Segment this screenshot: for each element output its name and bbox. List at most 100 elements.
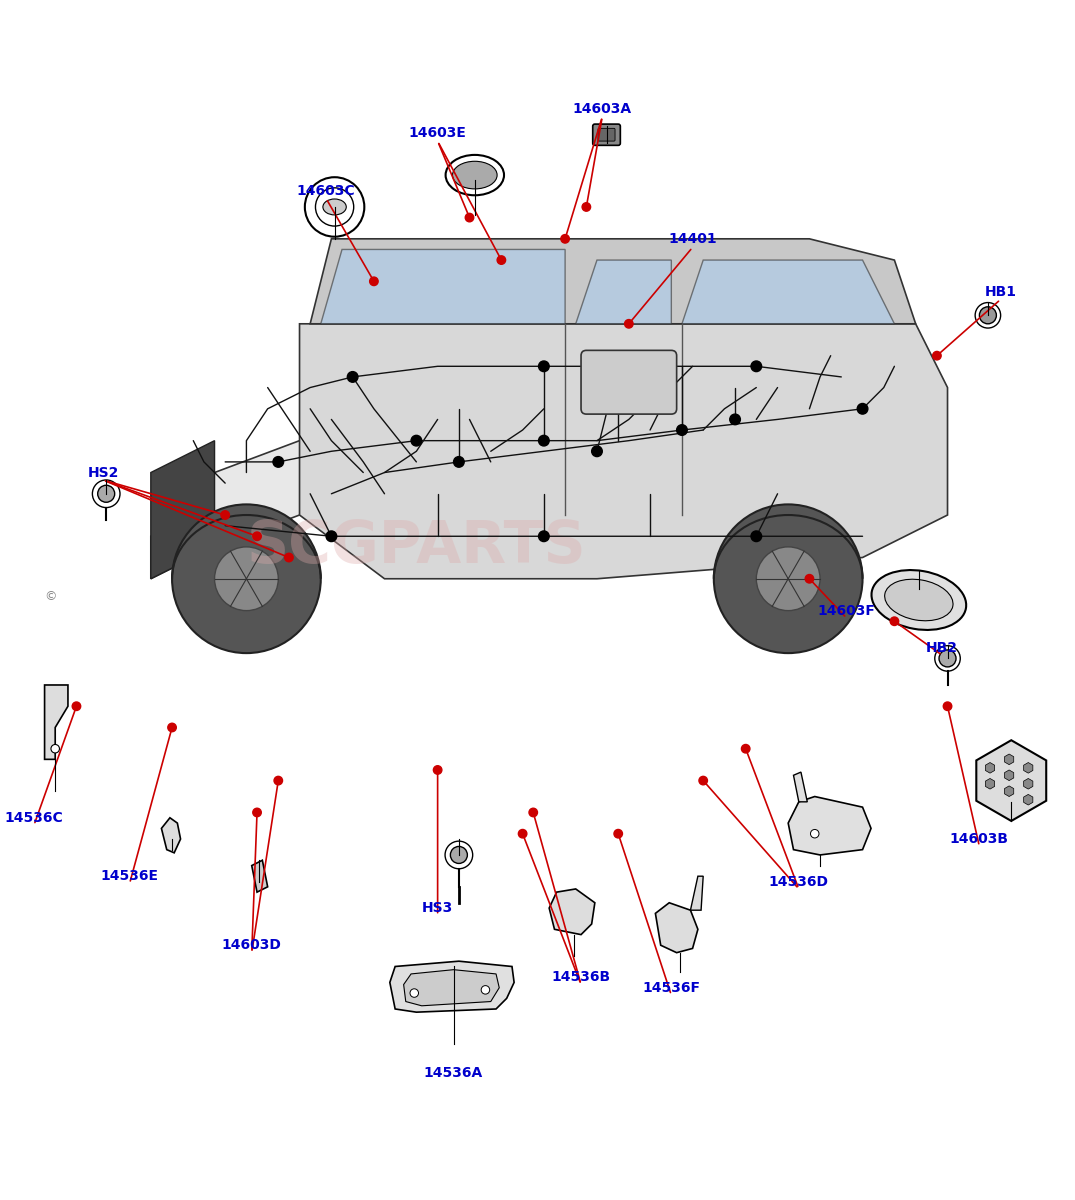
Circle shape: [811, 829, 819, 838]
Circle shape: [561, 234, 570, 244]
Circle shape: [742, 744, 750, 752]
Circle shape: [933, 352, 941, 360]
Text: HB2: HB2: [927, 641, 958, 655]
Polygon shape: [656, 902, 698, 953]
Polygon shape: [161, 817, 181, 853]
Circle shape: [273, 456, 284, 467]
Text: 14401: 14401: [669, 232, 717, 246]
Polygon shape: [682, 260, 894, 324]
Polygon shape: [690, 876, 703, 910]
Polygon shape: [788, 797, 871, 854]
Circle shape: [433, 766, 442, 774]
Text: 14603E: 14603E: [408, 126, 467, 139]
Polygon shape: [976, 740, 1046, 821]
FancyBboxPatch shape: [580, 350, 676, 414]
Circle shape: [582, 203, 590, 211]
Text: HS3: HS3: [422, 901, 454, 916]
Text: ©: ©: [44, 590, 57, 602]
Text: 14536F: 14536F: [643, 980, 700, 995]
Circle shape: [625, 319, 633, 328]
Circle shape: [326, 530, 336, 541]
Circle shape: [676, 425, 687, 436]
Circle shape: [253, 809, 261, 817]
Text: 14536C: 14536C: [4, 811, 63, 824]
Ellipse shape: [453, 161, 497, 188]
Circle shape: [518, 829, 527, 838]
Circle shape: [370, 277, 378, 286]
Circle shape: [529, 809, 538, 817]
Polygon shape: [252, 860, 268, 892]
Circle shape: [943, 702, 951, 710]
Polygon shape: [1004, 754, 1014, 764]
Text: 14536A: 14536A: [424, 1066, 483, 1080]
Circle shape: [51, 744, 59, 752]
Polygon shape: [320, 250, 565, 324]
Polygon shape: [300, 324, 947, 578]
Polygon shape: [311, 239, 916, 324]
Polygon shape: [44, 685, 68, 760]
Circle shape: [274, 776, 283, 785]
Polygon shape: [576, 260, 671, 324]
Circle shape: [482, 985, 490, 994]
Circle shape: [805, 575, 814, 583]
FancyBboxPatch shape: [592, 124, 620, 145]
Circle shape: [757, 547, 820, 611]
Circle shape: [714, 504, 862, 653]
Circle shape: [454, 456, 464, 467]
Circle shape: [465, 214, 474, 222]
Circle shape: [347, 372, 358, 383]
Circle shape: [591, 446, 602, 456]
Circle shape: [168, 724, 176, 732]
Polygon shape: [1023, 762, 1033, 773]
Polygon shape: [793, 772, 807, 802]
Circle shape: [614, 829, 622, 838]
Ellipse shape: [872, 570, 966, 630]
Polygon shape: [1023, 779, 1033, 790]
Circle shape: [940, 650, 956, 667]
Circle shape: [221, 511, 229, 520]
Text: HS2: HS2: [87, 466, 118, 480]
Polygon shape: [403, 970, 499, 1006]
Circle shape: [979, 307, 997, 324]
Circle shape: [890, 617, 899, 625]
Circle shape: [215, 547, 278, 611]
Text: 14603F: 14603F: [818, 604, 875, 618]
Polygon shape: [1023, 794, 1033, 805]
Polygon shape: [151, 430, 385, 578]
Text: 14536B: 14536B: [551, 970, 611, 984]
Circle shape: [539, 530, 549, 541]
Text: HB1: HB1: [985, 284, 1017, 299]
Circle shape: [699, 776, 707, 785]
Circle shape: [751, 361, 761, 372]
Circle shape: [253, 532, 261, 540]
Circle shape: [98, 485, 115, 503]
Polygon shape: [986, 779, 994, 790]
Polygon shape: [986, 762, 994, 773]
Circle shape: [450, 846, 468, 864]
Text: 14603B: 14603B: [950, 832, 1009, 846]
Circle shape: [72, 702, 81, 710]
FancyBboxPatch shape: [598, 128, 615, 142]
Circle shape: [857, 403, 868, 414]
Text: 14536D: 14536D: [769, 875, 829, 888]
Text: 14536E: 14536E: [101, 869, 159, 883]
Polygon shape: [1004, 770, 1014, 780]
Polygon shape: [390, 961, 514, 1012]
Ellipse shape: [885, 580, 954, 620]
Circle shape: [539, 436, 549, 446]
Circle shape: [497, 256, 505, 264]
Circle shape: [411, 436, 421, 446]
Circle shape: [751, 530, 761, 541]
Text: 14603C: 14603C: [297, 184, 356, 198]
Circle shape: [285, 553, 293, 562]
Text: 14603D: 14603D: [221, 938, 282, 953]
Polygon shape: [549, 889, 594, 935]
Text: 14603A: 14603A: [573, 102, 632, 116]
Circle shape: [730, 414, 741, 425]
Text: SCGPARTS: SCGPARTS: [246, 518, 586, 575]
Circle shape: [539, 361, 549, 372]
Polygon shape: [1004, 786, 1014, 797]
Circle shape: [410, 989, 418, 997]
Polygon shape: [151, 440, 215, 578]
Ellipse shape: [322, 199, 346, 215]
